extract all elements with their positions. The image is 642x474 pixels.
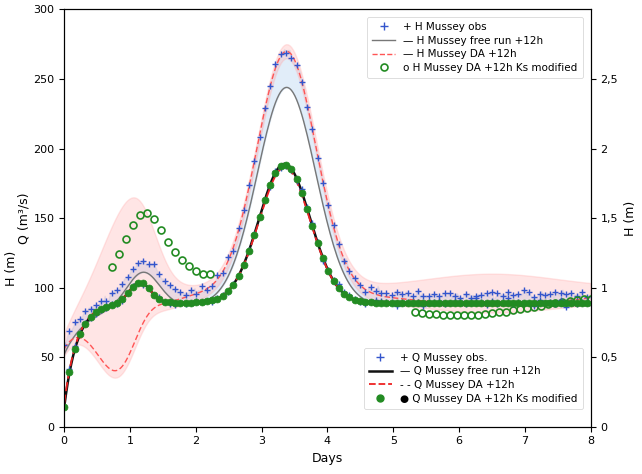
X-axis label: Days: Days: [312, 452, 343, 465]
Y-axis label: Q (m³/s): Q (m³/s): [17, 192, 31, 244]
Y-axis label: H (m): H (m): [623, 201, 636, 236]
Text: H (m): H (m): [5, 250, 18, 286]
Legend: + Q Mussey obs., — Q Mussey free run +12h, - - Q Mussey DA +12h, ● Q Mussey DA +: + Q Mussey obs., — Q Mussey free run +12…: [364, 347, 583, 409]
